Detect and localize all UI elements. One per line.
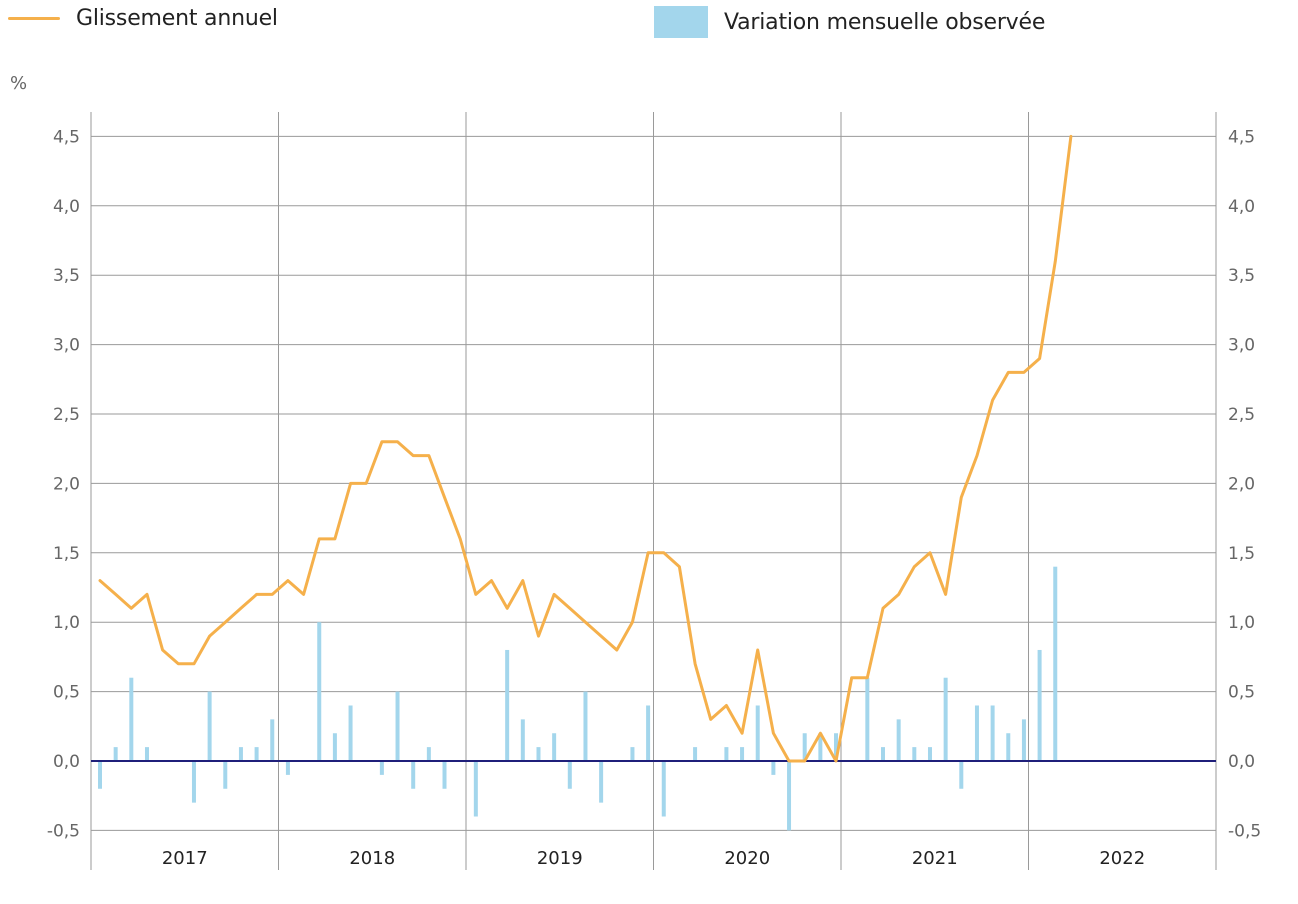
legend-line-swatch <box>8 17 60 20</box>
monthly-bar <box>332 733 337 761</box>
y-tick-label-left: 2,0 <box>53 474 80 494</box>
y-tick-label-right: 0,0 <box>1228 752 1255 772</box>
monthly-bar <box>379 761 384 775</box>
monthly-bar <box>520 719 525 761</box>
y-tick-label-left: 3,5 <box>53 266 80 286</box>
y-tick-label-left: -0,5 <box>47 821 80 841</box>
y-tick-label-left: 1,0 <box>53 613 80 633</box>
annual-line <box>98 134 1073 763</box>
monthly-bar <box>1006 733 1011 761</box>
monthly-bar <box>787 761 792 831</box>
monthly-bar <box>959 761 964 789</box>
monthly-bar <box>505 649 510 761</box>
monthly-bar <box>1021 719 1026 761</box>
monthly-bar <box>223 761 228 789</box>
year-label: 2020 <box>724 848 770 869</box>
monthly-bar <box>144 747 149 761</box>
year-label: 2018 <box>349 848 395 869</box>
legend: Glissement annuel Variation mensuelle ob… <box>0 0 1298 60</box>
monthly-bar <box>818 733 823 761</box>
y-tick-label-left: 1,5 <box>53 544 80 564</box>
monthly-bar <box>473 761 478 817</box>
y-tick-label-right: 4,0 <box>1228 197 1255 217</box>
monthly-bar <box>191 761 196 803</box>
monthly-bar <box>1037 649 1042 761</box>
monthly-bar <box>646 705 651 761</box>
legend-label-monthly: Variation mensuelle observée <box>724 9 1046 35</box>
bars-layer <box>98 566 1058 831</box>
legend-label-annual: Glissement annuel <box>76 6 278 31</box>
monthly-bar <box>238 747 243 761</box>
line-layer <box>98 134 1073 763</box>
monthly-bar <box>317 622 322 761</box>
monthly-bar <box>395 691 400 761</box>
y-tick-label-right: 2,5 <box>1228 405 1255 425</box>
unit-label: % <box>10 73 27 94</box>
monthly-bar <box>693 747 698 761</box>
y-tick-label-left: 0,0 <box>53 752 80 772</box>
grid-layer <box>90 112 1217 870</box>
legend-bar-swatch <box>654 6 708 38</box>
monthly-bar <box>567 761 572 789</box>
monthly-bar <box>724 747 729 761</box>
y-tick-label-right: 2,0 <box>1228 474 1255 494</box>
year-label: 2021 <box>912 848 958 869</box>
monthly-bar <box>974 705 979 761</box>
y-tick-label-right: 3,0 <box>1228 336 1255 356</box>
monthly-bar <box>270 719 275 761</box>
monthly-bar <box>865 677 870 761</box>
monthly-bar <box>348 705 353 761</box>
monthly-bar <box>630 747 635 761</box>
monthly-bar <box>990 705 995 761</box>
monthly-bar <box>129 677 134 761</box>
monthly-bar <box>552 733 557 761</box>
y-tick-label-right: 3,5 <box>1228 266 1255 286</box>
year-label: 2022 <box>1099 848 1145 869</box>
y-tick-label-right: 4,5 <box>1228 127 1255 147</box>
y-tick-label-right: 0,5 <box>1228 683 1255 703</box>
monthly-bar <box>881 747 885 761</box>
y-tick-label-right: -0,5 <box>1228 821 1261 841</box>
y-tick-label-left: 3,0 <box>53 336 80 356</box>
monthly-bar <box>207 691 212 761</box>
y-tick-label-left: 4,0 <box>53 197 80 217</box>
monthly-bar <box>912 747 917 761</box>
monthly-bar <box>254 747 259 761</box>
y-tick-label-right: 1,0 <box>1228 613 1255 633</box>
monthly-bar <box>1053 566 1058 761</box>
monthly-bar <box>583 691 588 761</box>
monthly-bar <box>411 761 416 789</box>
monthly-bar <box>943 677 948 761</box>
monthly-bar <box>802 733 807 761</box>
monthly-bar <box>834 733 839 761</box>
monthly-bar <box>599 761 604 803</box>
y-tick-label-right: 1,5 <box>1228 544 1255 564</box>
year-label: 2017 <box>162 848 208 869</box>
monthly-bar <box>755 705 760 761</box>
monthly-bar <box>661 761 666 817</box>
y-tick-label-left: 0,5 <box>53 683 80 703</box>
monthly-bar <box>771 761 776 775</box>
monthly-bar <box>927 747 932 761</box>
monthly-bar <box>442 761 447 789</box>
legend-item-monthly: Variation mensuelle observée <box>654 6 1045 38</box>
monthly-bar <box>536 747 541 761</box>
monthly-bar <box>98 761 102 789</box>
monthly-bar <box>285 761 290 775</box>
monthly-bar <box>426 747 431 761</box>
monthly-bar <box>740 747 745 761</box>
y-tick-label-left: 4,5 <box>53 127 80 147</box>
year-label: 2019 <box>537 848 583 869</box>
labels-layer: -0,5 -0,5 0,0 0,0 0,5 0,5 1,0 1,0 1,5 1,5 2,0 2,0 2,… <box>10 73 1261 869</box>
y-tick-label-left: 2,5 <box>53 405 80 425</box>
monthly-bar <box>113 747 118 761</box>
legend-item-annual: Glissement annuel <box>8 6 278 31</box>
monthly-bar <box>896 719 901 761</box>
